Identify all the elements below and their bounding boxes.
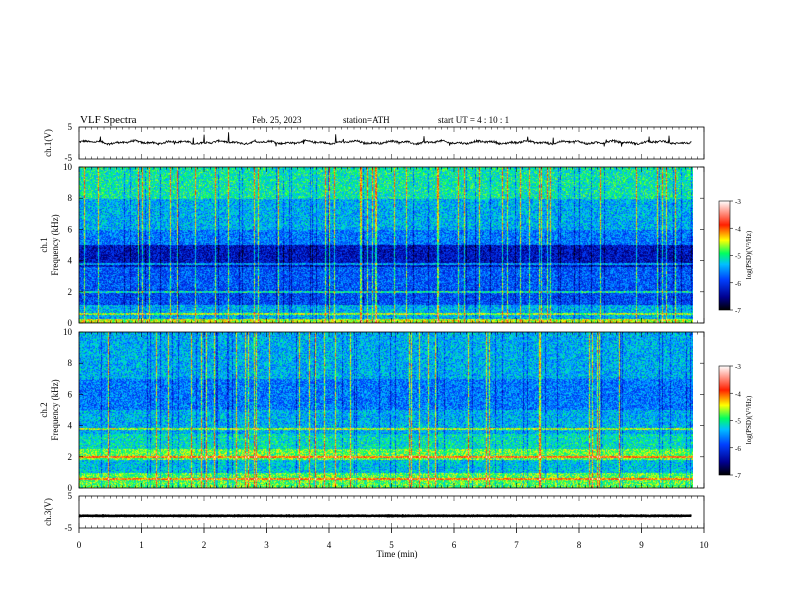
figure-title: VLF Spectra [80,114,137,126]
time-tick-label: 7 [514,540,519,550]
ch1-colorbar-gradient [719,201,730,310]
freq-tick-label: 10 [63,327,73,337]
freq-tick-label: 2 [68,452,73,462]
time-tick-label: 0 [77,540,82,550]
ch1-colorbar: -3 -4 -5 -6 -7 log(PSD)(V²/Hz) [718,198,753,315]
time-tick-label: 1 [139,540,144,550]
ch1-spec-label-frequency: Frequency (kHz) [50,214,60,275]
ch2-colorbar: -3 -4 -5 -6 -7 log(PSD)(V²/Hz) [718,363,753,480]
freq-tick-label: 0 [68,318,73,328]
time-tick-label: 10 [700,540,710,550]
colorbar-tick-label: -6 [735,445,741,453]
ch1-colorbar-label: log(PSD)(V²/Hz) [745,230,753,279]
ch1-freq-ticks: 0 2 4 6 8 10 [63,162,704,328]
colorbar-tick-label: -5 [735,418,741,426]
colorbar-tick-label: -7 [735,472,741,480]
time-tick-label: 5 [389,540,394,550]
freq-tick-label: 6 [68,224,73,234]
freq-tick-label: 4 [68,421,73,431]
time-tick-label: 9 [639,540,644,550]
ch1-ylabel: ch.1(V) [43,129,53,157]
start-ut-label: start UT = 4 : 10 : 1 [438,115,509,125]
ch2-colorbar-label: log(PSD)(V²/Hz) [745,395,753,444]
ch1-ytick-top: 5 [68,122,73,132]
ch1-waveform-panel: 5 -5 ch.1(V) [43,122,705,163]
date-label: Feb. 25, 2023 [252,115,302,125]
ch2-colorbar-ticks: -3 -4 -5 -6 -7 [730,363,741,480]
freq-tick-label: 10 [63,162,73,172]
colorbar-tick-label: -4 [735,225,741,233]
ch2-spectrogram-panel: 0 2 4 6 8 10 ch.2 Frequency (kHz) [39,327,705,493]
ch3-waveform-panel: 5 -5 ch.3(V) [43,491,705,533]
colorbar-tick-label: -6 [735,280,741,288]
ch1-waveform-line [78,132,692,147]
freq-tick-label: 0 [68,483,73,493]
colorbar-tick-label: -7 [735,307,741,315]
ch2-spectrogram-image [79,332,693,488]
ch2-freq-ticks: 0 2 4 6 8 10 [63,327,704,493]
freq-tick-label: 8 [68,193,73,203]
freq-tick-label: 2 [68,287,73,297]
colorbar-tick-label: -4 [735,390,741,398]
time-tick-label: 4 [327,540,332,550]
ch3-waveform-line [78,513,692,518]
time-tick-label: 2 [202,540,207,550]
colorbar-tick-label: -3 [735,198,741,206]
station-label: station=ATH [343,115,390,125]
ch3-ytick-bottom: -5 [65,523,73,533]
colorbar-tick-label: -3 [735,363,741,371]
freq-tick-label: 8 [68,358,73,368]
ch3-ylabel: ch.3(V) [43,498,53,526]
freq-tick-label: 6 [68,389,73,399]
ch1-spectrogram-panel: 0 2 4 6 8 10 ch.1 Frequency (kHz) [39,162,705,328]
ch1-ytick-bottom: -5 [65,153,73,163]
ch1-spectrogram-image [79,167,693,323]
colorbar-tick-label: -5 [735,253,741,261]
ch3-ytick-top: 5 [68,491,73,501]
freq-tick-label: 4 [68,256,73,266]
time-axis-label: Time (min) [377,549,418,559]
ch1-colorbar-ticks: -3 -4 -5 -6 -7 [730,198,741,315]
time-tick-label: 3 [264,540,269,550]
time-tick-label: 6 [452,540,457,550]
time-tick-label: 8 [577,540,582,550]
ch1-spec-label-channel: ch.1 [39,237,49,252]
ch2-spec-label-frequency: Frequency (kHz) [50,379,60,440]
ch2-spec-label-channel: ch.2 [39,402,49,417]
time-axis: 0 1 2 3 4 5 6 7 8 9 10 [77,127,709,550]
ch2-colorbar-gradient [719,366,730,475]
